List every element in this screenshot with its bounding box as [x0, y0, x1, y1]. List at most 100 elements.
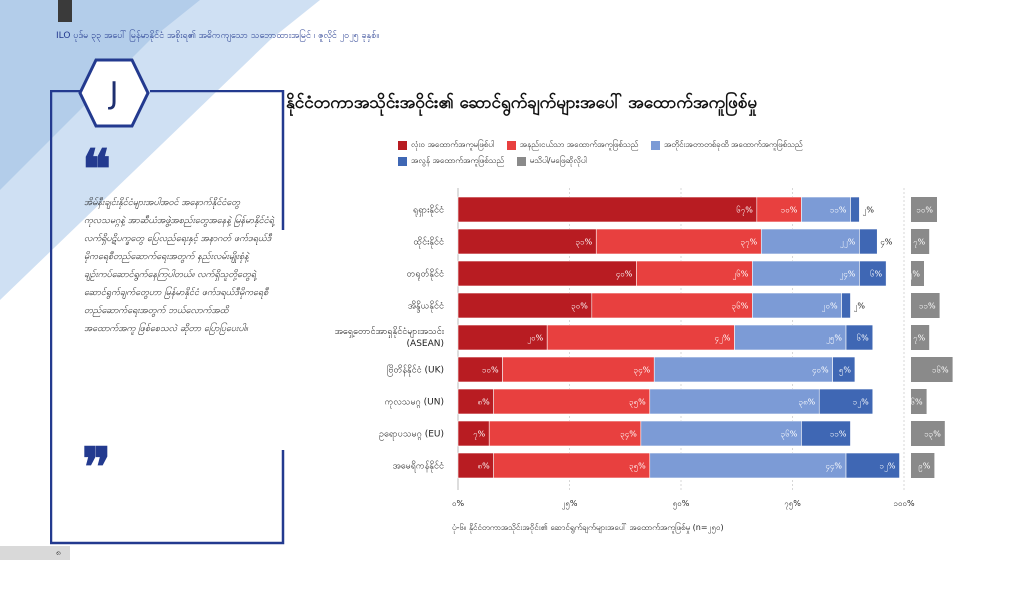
legend-label: မသိပါ/မဖြေဆိုလိုပါ: [529, 156, 587, 165]
data-label: ၂၀%: [527, 334, 543, 345]
bar-segment-series-1: [457, 228, 597, 255]
chart-title: နိုင်ငံတကာအသိုင်းအဝိုင်း၏ ဆောင်ရွက်ချက်မ…: [286, 93, 758, 113]
category-label: ရုရှားနိုင်ငံ: [413, 205, 444, 217]
bar-segment-series-1: [457, 196, 758, 223]
category-label: အမေရိကန်နိုင်ငံ: [392, 461, 444, 473]
bar-segment-series-2: [546, 324, 735, 351]
data-label: ၃၅%: [629, 462, 646, 473]
legend-swatch: [650, 140, 660, 150]
bar-segment-series-1: [457, 356, 503, 383]
bar-segment-series-4: [818, 388, 874, 415]
data-label: ၁၀%: [916, 206, 933, 215]
bar-segment-series-5: [911, 421, 945, 446]
x-tick-label: ၁၀၀%: [893, 499, 915, 508]
category-label: အရှေ့တောင်အာရှနိုင်ငံများအသင်း: [335, 326, 445, 338]
category-label: ဗြိတိန်နိုင်ငံ (UK): [387, 365, 444, 377]
data-label: ၇%: [913, 238, 926, 249]
data-label: ၄%: [880, 238, 893, 249]
data-label: ၁၀%: [482, 366, 499, 375]
bar-segment-series-1: [457, 292, 593, 319]
bar-segment-series-3: [649, 452, 847, 479]
data-label: ၈%: [478, 462, 491, 471]
legend-label: အနည်းငယ်သာ အထောက်အကူဖြစ်သည်: [519, 140, 639, 149]
bar-segment-series-2: [493, 452, 651, 479]
bar-segment-series-3: [734, 324, 847, 351]
legend-item-series-2: အနည်းငယ်သာ အထောက်အကူဖြစ်သည်: [506, 137, 639, 153]
bar-segment-series-3: [801, 196, 851, 223]
data-label: ၁၁%: [830, 206, 847, 215]
data-label: ၃၈%: [799, 398, 816, 409]
data-label: ၃၄%: [620, 430, 637, 441]
bar-segment-series-5: [911, 261, 924, 286]
data-label: ၉%: [918, 462, 931, 473]
data-label: ၅%: [839, 366, 852, 377]
bar-segment-series-3: [752, 292, 842, 319]
legend-swatch: [506, 140, 516, 150]
header-text: ILO ပုဒ်မ ၃၃ အပေါ် မြန်မာနိုင်ငံ အစိုးရ၏…: [56, 31, 380, 41]
bar-segment-series-2: [502, 356, 655, 383]
chart-caption: ပုံ-၆။ နိုင်ငံတကာအသိုင်းအဝိုင်း၏ ဆောင်ရွ…: [452, 523, 724, 532]
bar-segment-series-3: [649, 388, 820, 415]
category-label: တရုတ်နိုင်ငံ: [407, 269, 444, 281]
legend-swatch: [398, 156, 407, 166]
legend-item-series-5: မသိပါ/မဖြေဆိုလိုပါ: [516, 153, 587, 169]
data-label: ၃၄%: [634, 366, 651, 377]
bar-segment-series-5: [911, 453, 935, 478]
data-label: ၇%: [913, 334, 926, 345]
data-label: ၃၅%: [629, 398, 646, 409]
data-label: ၂၂%: [840, 238, 856, 249]
bar-segment-series-2: [595, 228, 762, 255]
bar-segment-series-1: [457, 420, 490, 447]
data-label: ၁၂%: [880, 462, 896, 473]
quote-text: အိမ်နီးချင်းနိုင်ငံများအပါအဝင် အနောက်နို…: [84, 198, 274, 334]
data-label: ၄၂%: [714, 334, 730, 345]
category-label-line2: (ASEAN): [407, 339, 444, 349]
bar-segment-series-1: [457, 388, 494, 415]
bar-segment-series-3: [653, 356, 833, 383]
category-label: ဥရောပသမဂ္ဂ (EU): [379, 430, 444, 441]
data-label: ၃၁%: [576, 238, 593, 249]
section-badge-letter: J: [109, 75, 119, 111]
data-label: ၈%: [478, 398, 491, 407]
close-quote-icon: ❞: [82, 435, 112, 499]
page-tab: [0, 546, 70, 560]
data-label: ၁၁%: [830, 430, 847, 439]
data-label: ၄၀%: [616, 270, 633, 281]
bar-segment-series-4: [850, 196, 860, 223]
legend-swatch: [398, 140, 407, 150]
data-label: ၄၀%: [812, 366, 829, 377]
open-quote-icon: ❝: [82, 137, 112, 201]
bar-segment-series-3: [760, 228, 860, 255]
data-label: ၂၅%: [826, 334, 842, 345]
bar-segment-series-3: [640, 420, 802, 447]
x-tick-label: ၂၅%: [561, 499, 577, 510]
bar-segment-series-1: [457, 260, 637, 287]
section-badge: J: [78, 58, 150, 128]
legend-item-series-3: အတိုင်းအတာတစ်ခုထိ အထောက်အကူဖြစ်သည်: [650, 137, 803, 153]
x-tick-label: ၀%: [452, 499, 465, 508]
bar-segment-series-2: [591, 292, 753, 319]
data-label: ၃၆%: [732, 301, 749, 313]
quote-frame: [50, 90, 285, 545]
data-label: ၂%: [853, 302, 865, 313]
x-tick-label: ၇၅%: [784, 499, 801, 510]
legend-label: အလွန် အထောက်အကူဖြစ်သည်: [411, 156, 505, 165]
category-label: ထိုင်းနိုင်ငံ: [413, 237, 444, 249]
bar-segment-series-2: [488, 420, 642, 447]
bar-segment-series-5: [911, 197, 937, 222]
bar-segment-series-5: [911, 229, 930, 254]
data-label: ၆%: [870, 269, 883, 279]
legend-label: အတိုင်းအတာတစ်ခုထိ အထောက်အကူဖြစ်သည်: [663, 140, 803, 149]
data-label: ၂၄%: [839, 270, 855, 281]
x-tick-label: ၅၀%: [673, 499, 690, 510]
data-label: ၂၀%: [822, 302, 838, 313]
bar-segment-series-4: [845, 452, 900, 479]
bar-segment-series-5: [911, 325, 930, 350]
data-label: ၃၀%: [571, 302, 588, 313]
bar-segment-series-5: [911, 357, 953, 382]
hexagon-icon: [78, 58, 150, 128]
bar-segment-series-5: [911, 389, 927, 414]
category-label: အိန္ဒိယနိုင်ငံ: [408, 301, 444, 313]
legend-item-series-4: အလွန် အထောက်အကူဖြစ်သည်: [398, 153, 504, 169]
